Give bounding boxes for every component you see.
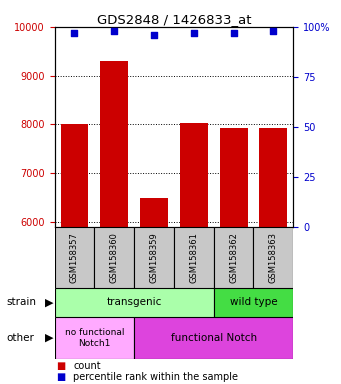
FancyBboxPatch shape: [94, 227, 134, 288]
Text: GSM158360: GSM158360: [110, 232, 119, 283]
Text: ▶: ▶: [45, 333, 54, 343]
Point: [112, 28, 117, 34]
Text: GSM158359: GSM158359: [149, 232, 159, 283]
Bar: [100, 61, 128, 227]
Text: transgenic: transgenic: [106, 297, 162, 308]
FancyBboxPatch shape: [214, 227, 253, 288]
Text: GSM158363: GSM158363: [269, 232, 278, 283]
Point: [151, 32, 157, 38]
Text: count: count: [73, 361, 101, 371]
Text: functional Notch: functional Notch: [170, 333, 257, 343]
FancyBboxPatch shape: [134, 317, 293, 359]
Point: [271, 28, 276, 34]
FancyBboxPatch shape: [174, 227, 214, 288]
Text: percentile rank within the sample: percentile rank within the sample: [73, 372, 238, 382]
Text: ■: ■: [56, 372, 65, 382]
Text: no functional
Notch1: no functional Notch1: [64, 328, 124, 348]
Bar: [260, 128, 287, 227]
Point: [231, 30, 236, 36]
FancyBboxPatch shape: [55, 317, 134, 359]
Text: GSM158361: GSM158361: [189, 232, 198, 283]
Text: GDS2848 / 1426833_at: GDS2848 / 1426833_at: [97, 13, 251, 26]
Bar: [180, 123, 208, 227]
Bar: [220, 128, 248, 227]
Text: strain: strain: [7, 297, 37, 308]
Text: GSM158357: GSM158357: [70, 232, 79, 283]
Point: [191, 30, 196, 36]
Bar: [61, 124, 88, 227]
Bar: [140, 198, 168, 227]
FancyBboxPatch shape: [134, 227, 174, 288]
Text: ▶: ▶: [45, 297, 54, 308]
FancyBboxPatch shape: [214, 288, 293, 317]
FancyBboxPatch shape: [55, 227, 94, 288]
Text: GSM158362: GSM158362: [229, 232, 238, 283]
Text: wild type: wild type: [230, 297, 277, 308]
Text: ■: ■: [56, 361, 65, 371]
FancyBboxPatch shape: [253, 227, 293, 288]
Point: [72, 30, 77, 36]
Text: other: other: [7, 333, 35, 343]
FancyBboxPatch shape: [55, 288, 214, 317]
